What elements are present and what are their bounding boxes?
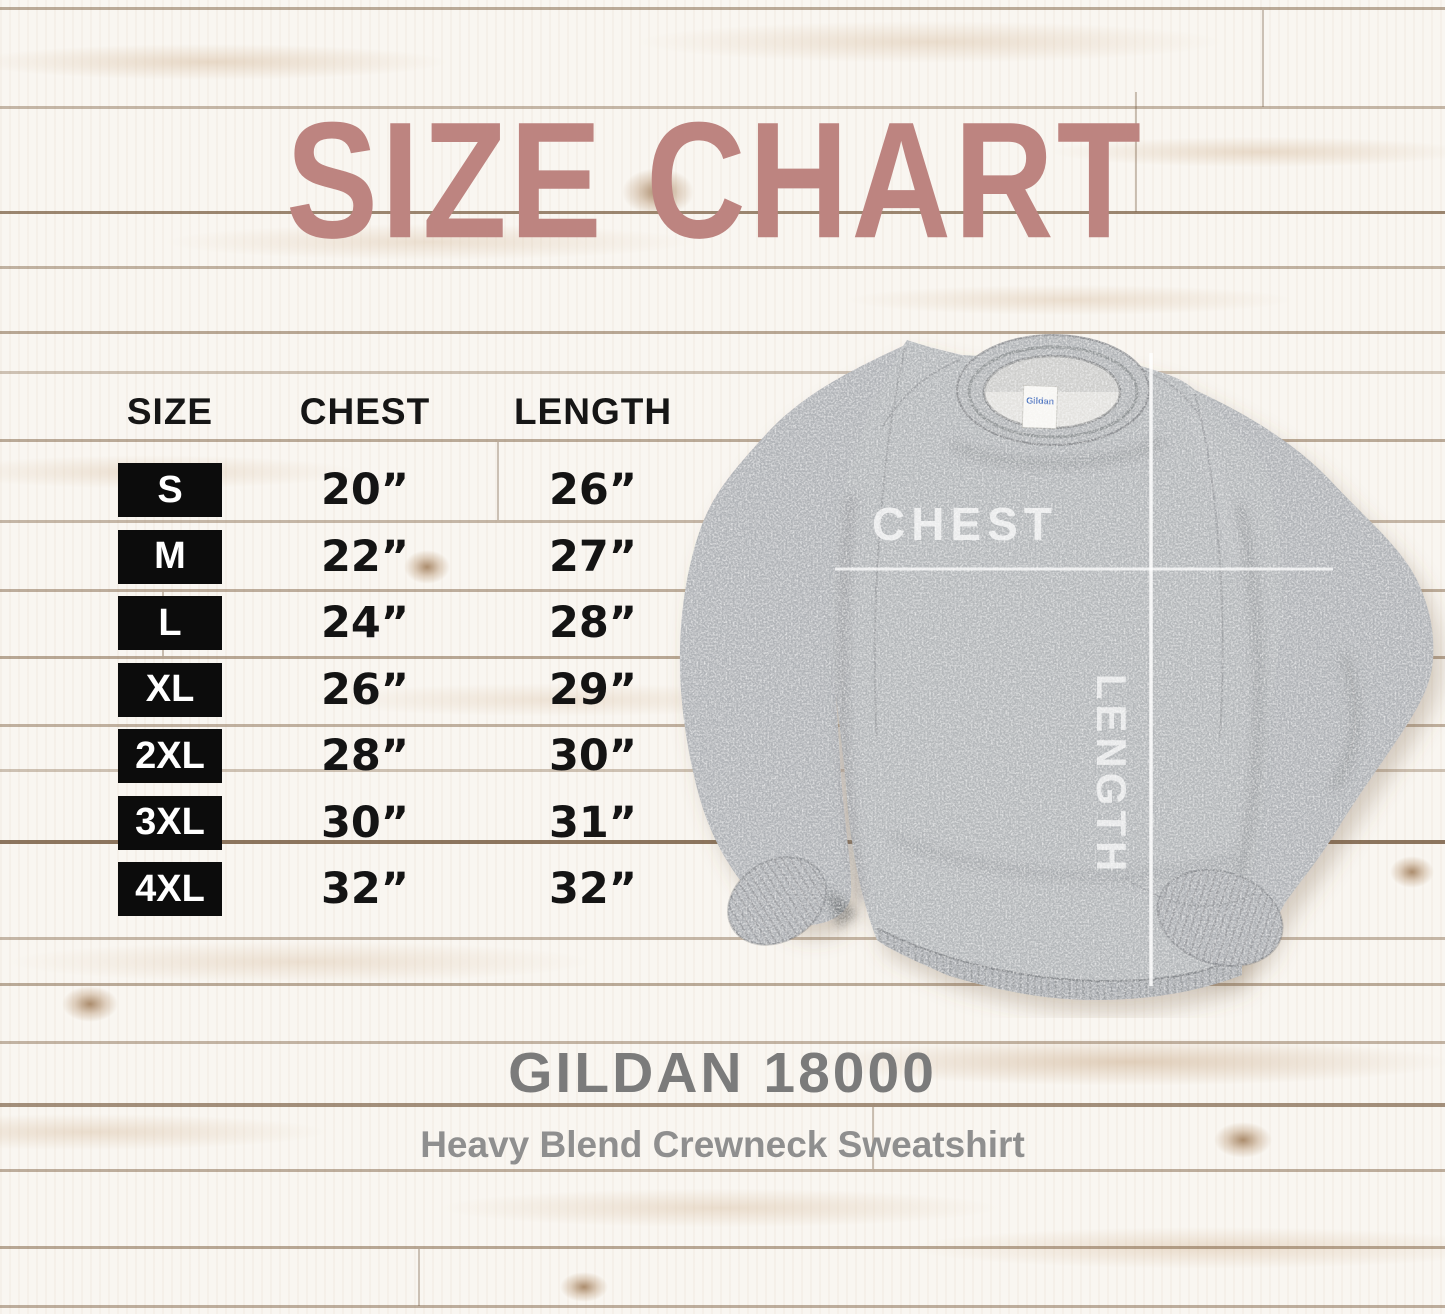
table-row: L 24” 28” (115, 596, 715, 650)
plank-seam (1135, 92, 1137, 212)
size-badge: 3XL (118, 795, 222, 850)
length-value: 30” (548, 731, 638, 781)
length-label: LENGTH (1088, 674, 1135, 877)
size-badge: M (118, 529, 222, 584)
table-body: S 20” 26” M 22” 27” L 24” 28” XL 26” 29”… (115, 463, 715, 929)
length-value: 27” (548, 531, 638, 582)
size-badge: S (118, 463, 222, 517)
size-badge: 2XL (118, 729, 222, 783)
chest-value: 32” (320, 864, 410, 914)
chest-value: 30” (320, 797, 410, 848)
plank-seam (1262, 10, 1264, 107)
table-header-row: SIZE CHEST LENGTH (115, 392, 715, 432)
plank-seam (872, 1107, 874, 1169)
wood-knot (622, 168, 694, 216)
table-row: 4XL 32” 32” (115, 862, 715, 916)
table-row: M 22” 27” (115, 529, 715, 584)
chest-value: 24” (320, 598, 410, 648)
column-header-size: SIZE (126, 391, 214, 432)
chest-value: 20” (320, 465, 410, 515)
size-table: SIZE CHEST LENGTH S 20” 26” M 22” 27” L … (115, 392, 715, 916)
wood-knot (1214, 1122, 1272, 1158)
table-row: 2XL 28” 30” (115, 729, 715, 783)
size-badge: XL (118, 662, 222, 717)
length-value: 32” (548, 864, 638, 914)
table-row: XL 26” 29” (115, 662, 715, 717)
plank-seam (418, 1249, 420, 1306)
plank-seam (497, 442, 499, 520)
chest-value: 26” (320, 664, 410, 715)
length-value: 29” (548, 664, 638, 715)
wood-knot (404, 550, 450, 584)
chest-value: 22” (320, 531, 410, 582)
product-name: GILDAN 18000 (508, 1041, 937, 1105)
collar-tag: Gildan (1021, 384, 1059, 430)
size-badge: L (118, 596, 222, 650)
table-row: S 20” 26” (115, 463, 715, 517)
wood-knot (62, 986, 118, 1022)
sweatshirt-garment: Gildan (679, 334, 1434, 1000)
wood-knot (1390, 856, 1434, 888)
sweatshirt-photo: Gildan CHEST LENGTH (679, 334, 1443, 1013)
length-value: 26” (548, 465, 638, 515)
collar: Gildan (956, 334, 1150, 446)
table-row: 3XL 30” 31” (115, 795, 715, 850)
measurement-overlay: CHEST LENGTH (835, 353, 1333, 986)
size-badge: 4XL (118, 862, 222, 916)
product-subtitle: Heavy Blend Crewneck Sweatshirt (420, 1124, 1025, 1165)
page-title: SIZE CHART (286, 88, 1144, 274)
column-header-length: LENGTH (513, 391, 673, 432)
length-value: 31” (548, 797, 638, 848)
left-cuff (727, 856, 827, 946)
tag-label: Gildan (1026, 396, 1054, 407)
length-value: 28” (548, 598, 638, 648)
wood-knot (560, 1272, 608, 1302)
column-header-chest: CHEST (299, 391, 431, 432)
chest-label: CHEST (872, 498, 1058, 550)
chest-value: 28” (320, 731, 410, 781)
